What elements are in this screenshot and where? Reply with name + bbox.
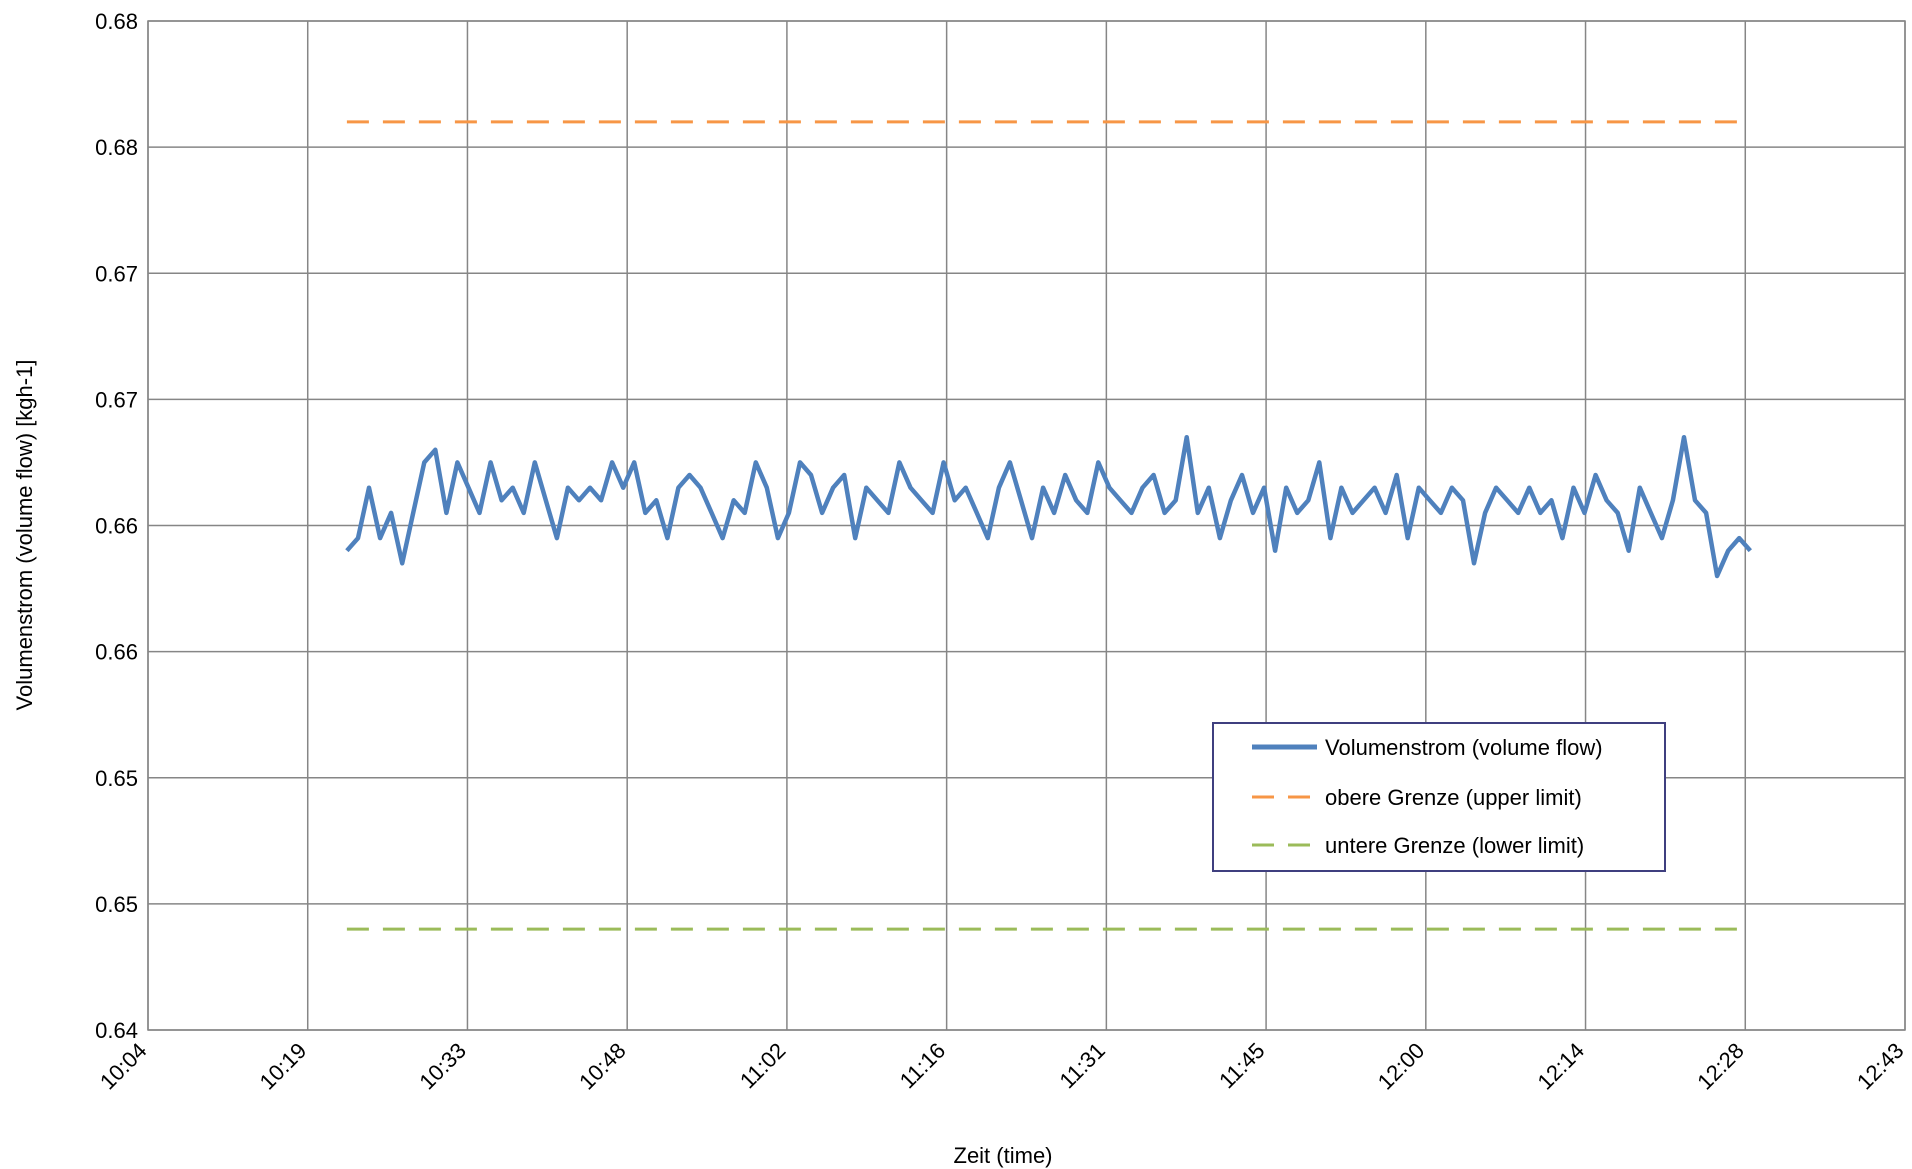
y-tick-label: 0.66 (95, 640, 138, 665)
y-axis-tick-labels: 0.64 0.65 0.65 0.66 0.66 0.67 0.67 0.68 0.68 (95, 9, 138, 1043)
x-tick-label: 11:02 (735, 1038, 790, 1093)
x-tick-label: 11:45 (1214, 1038, 1269, 1093)
x-tick-label: 11:31 (1054, 1038, 1109, 1093)
y-tick-label: 0.68 (95, 9, 138, 34)
legend-label-upper-limit: obere Grenze (upper limit) (1325, 785, 1582, 810)
y-axis-label: Volumenstrom (volume flow) [kgh-1] (12, 360, 37, 711)
y-tick-label: 0.67 (95, 387, 138, 412)
x-tick-label: 12:28 (1692, 1038, 1749, 1095)
y-tick-label: 0.65 (95, 766, 138, 791)
y-tick-label: 0.65 (95, 892, 138, 917)
series-volume-flow (345, 434, 1752, 579)
x-tick-label: 10:04 (95, 1038, 152, 1095)
x-axis-label: Zeit (time) (954, 1143, 1053, 1168)
x-tick-label: 12:43 (1852, 1038, 1909, 1095)
series-lines (345, 120, 1752, 931)
x-axis-tick-labels: 10:04 10:19 10:33 10:48 11:02 11:16 11:31 11:45… (95, 1038, 1909, 1095)
x-tick-label: 12:14 (1532, 1038, 1589, 1095)
x-tick-label: 10:19 (255, 1038, 312, 1095)
x-tick-label: 10:33 (414, 1038, 471, 1095)
y-tick-label: 0.68 (95, 135, 138, 160)
x-tick-label: 11:16 (895, 1038, 950, 1093)
legend: Volumenstrom (volume flow) obere Grenze … (1212, 722, 1666, 872)
plot-area-border (147, 20, 1906, 1031)
x-tick-label: 10:48 (574, 1038, 631, 1095)
legend-label-lower-limit: untere Grenze (lower limit) (1325, 833, 1584, 858)
y-tick-label: 0.67 (95, 261, 138, 286)
legend-label-volume-flow: Volumenstrom (volume flow) (1325, 735, 1603, 760)
x-tick-label: 12:00 (1373, 1038, 1430, 1095)
y-tick-label: 0.66 (95, 514, 138, 539)
y-tick-label: 0.64 (95, 1018, 138, 1043)
